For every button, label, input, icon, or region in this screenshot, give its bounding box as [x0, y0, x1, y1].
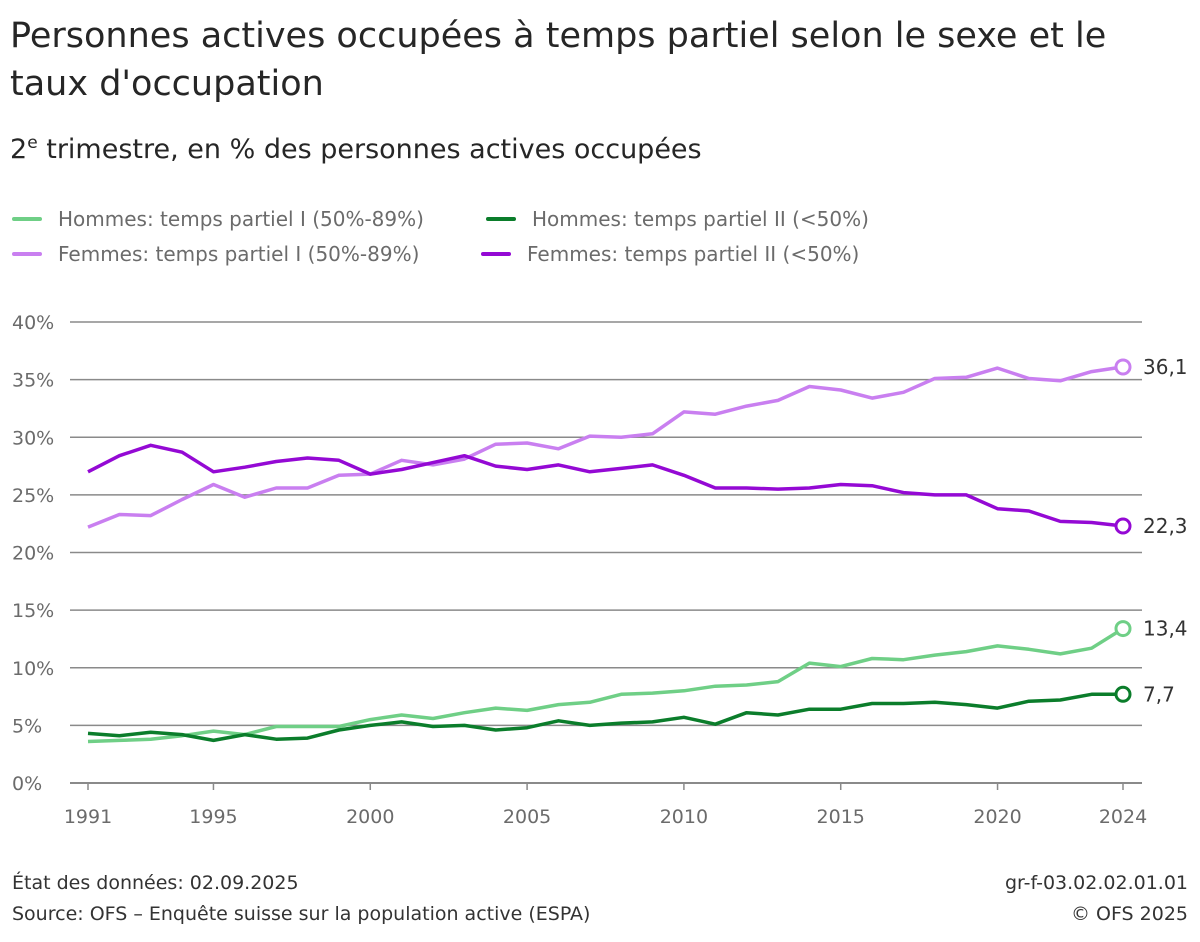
chart-subtitle: 2e trimestre, en % des personnes actives…: [10, 133, 702, 165]
y-tick-label: 20%: [12, 543, 54, 565]
y-tick-label: 10%: [12, 658, 54, 680]
subtitle-prefix: 2: [10, 134, 28, 165]
y-tick-label: 15%: [12, 600, 54, 622]
legend-label: Hommes: temps partiel I (50%-89%): [58, 207, 424, 231]
legend-swatch: [12, 252, 42, 256]
end-value-label: 36,1: [1143, 355, 1188, 379]
end-value-label: 22,3: [1143, 514, 1188, 538]
series-line-0: [87, 627, 1124, 744]
series-line-3: [87, 443, 1124, 528]
x-tick-label: 2010: [660, 806, 708, 828]
legend-swatch: [12, 217, 42, 221]
legend-hommes-tp2[interactable]: Hommes: temps partiel II (<50%): [486, 207, 869, 231]
series-line-2: [87, 365, 1124, 529]
end-marker: [1114, 358, 1132, 376]
chart-title: Personnes actives occupées à temps parti…: [10, 16, 1107, 104]
end-marker: [1114, 685, 1132, 703]
x-tick-label: 1991: [64, 806, 112, 828]
x-tick-label: 2020: [973, 806, 1021, 828]
legend-hommes-tp1[interactable]: Hommes: temps partiel I (50%-89%): [12, 207, 424, 231]
x-tick-label: 1995: [189, 806, 237, 828]
legend-label: Femmes: temps partiel I (50%-89%): [58, 242, 420, 266]
end-value-label: 13,4: [1143, 617, 1188, 641]
legend-swatch: [486, 217, 516, 221]
x-tick-label: 2000: [346, 806, 394, 828]
legend-label: Hommes: temps partiel II (<50%): [532, 207, 869, 231]
y-tick-label: 25%: [12, 485, 54, 507]
subtitle-rest: trimestre, en % des personnes actives oc…: [37, 134, 702, 165]
legend-label: Femmes: temps partiel II (<50%): [527, 242, 860, 266]
y-tick-label: 35%: [12, 370, 54, 392]
end-marker: [1114, 620, 1132, 638]
footer-source: Source: OFS – Enquête suisse sur la popu…: [12, 903, 591, 925]
end-value-label: 7,7: [1143, 682, 1175, 706]
x-tick-label: 2015: [817, 806, 865, 828]
y-tick-label: 5%: [12, 715, 42, 737]
y-tick-label: 0%: [12, 773, 42, 795]
footer-copyright: © OFS 2025: [1070, 903, 1188, 925]
footer-code: gr-f-03.02.02.01.01: [1004, 872, 1188, 894]
x-tick-label: 2024: [1099, 806, 1147, 828]
end-marker: [1114, 517, 1132, 535]
footer-data-state: État des données: 02.09.2025: [12, 872, 299, 894]
subtitle-sup: e: [27, 133, 38, 153]
series-line-1: [87, 692, 1123, 743]
y-tick-label: 40%: [12, 312, 54, 334]
legend-swatch: [481, 252, 511, 256]
legend-femmes-tp2[interactable]: Femmes: temps partiel II (<50%): [481, 242, 859, 266]
y-tick-label: 30%: [12, 427, 54, 449]
x-tick-label: 2005: [503, 806, 551, 828]
legend-femmes-tp1[interactable]: Femmes: temps partiel I (50%-89%): [12, 242, 419, 266]
